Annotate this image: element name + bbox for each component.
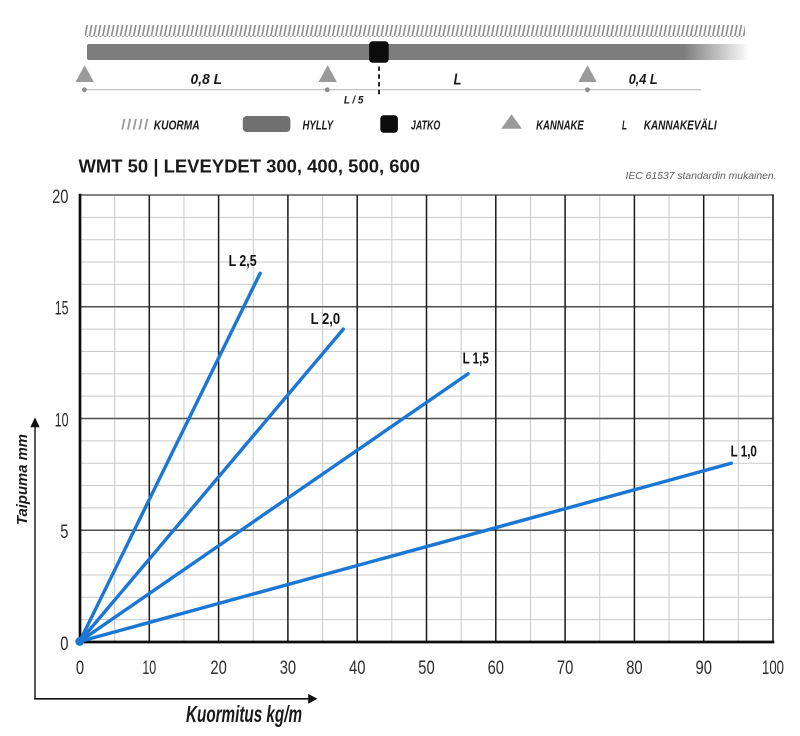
svg-text:20: 20 <box>52 187 68 208</box>
svg-text:JATKO: JATKO <box>411 117 440 132</box>
svg-text:10: 10 <box>142 658 156 679</box>
svg-text:10: 10 <box>55 410 69 431</box>
svg-text:Kuormitus kg/m: Kuormitus kg/m <box>186 701 302 727</box>
svg-text:20: 20 <box>210 658 226 679</box>
svg-text:L 2,5: L 2,5 <box>229 253 257 270</box>
svg-text:60: 60 <box>488 658 504 679</box>
svg-text:KUORMA: KUORMA <box>154 117 200 132</box>
svg-text:KANNAKE: KANNAKE <box>536 117 584 132</box>
svg-text:0: 0 <box>76 658 84 679</box>
svg-text:30: 30 <box>280 658 296 679</box>
svg-text:L: L <box>622 117 627 132</box>
svg-text:L 2,0: L 2,0 <box>311 311 341 328</box>
svg-text:90: 90 <box>696 658 712 679</box>
svg-text:80: 80 <box>626 658 642 679</box>
svg-text:L / 5: L / 5 <box>344 94 364 106</box>
svg-text:HYLLY: HYLLY <box>303 117 335 132</box>
svg-text:L 1,5: L 1,5 <box>463 351 490 368</box>
svg-text:Taipuma mm: Taipuma mm <box>14 434 31 525</box>
svg-text:KANNAKEVÄLI: KANNAKEVÄLI <box>644 117 717 132</box>
svg-text:70: 70 <box>557 658 573 679</box>
svg-text:0,4 L: 0,4 L <box>629 72 658 88</box>
svg-text:100: 100 <box>762 658 784 679</box>
svg-text:40: 40 <box>349 658 365 679</box>
svg-text:50: 50 <box>418 658 434 679</box>
svg-text:L 1,0: L 1,0 <box>731 443 757 460</box>
svg-text:0,8 L: 0,8 L <box>191 72 223 88</box>
svg-text:0: 0 <box>60 634 68 655</box>
svg-text:WMT 50 | LEVEYDET 300, 400, 50: WMT 50 | LEVEYDET 300, 400, 500, 600 <box>79 156 421 177</box>
svg-text:5: 5 <box>60 522 68 543</box>
svg-text:IEC 61537 standardin mukainen.: IEC 61537 standardin mukainen. <box>626 170 777 182</box>
svg-text:15: 15 <box>55 299 69 320</box>
svg-text:L: L <box>454 71 462 88</box>
